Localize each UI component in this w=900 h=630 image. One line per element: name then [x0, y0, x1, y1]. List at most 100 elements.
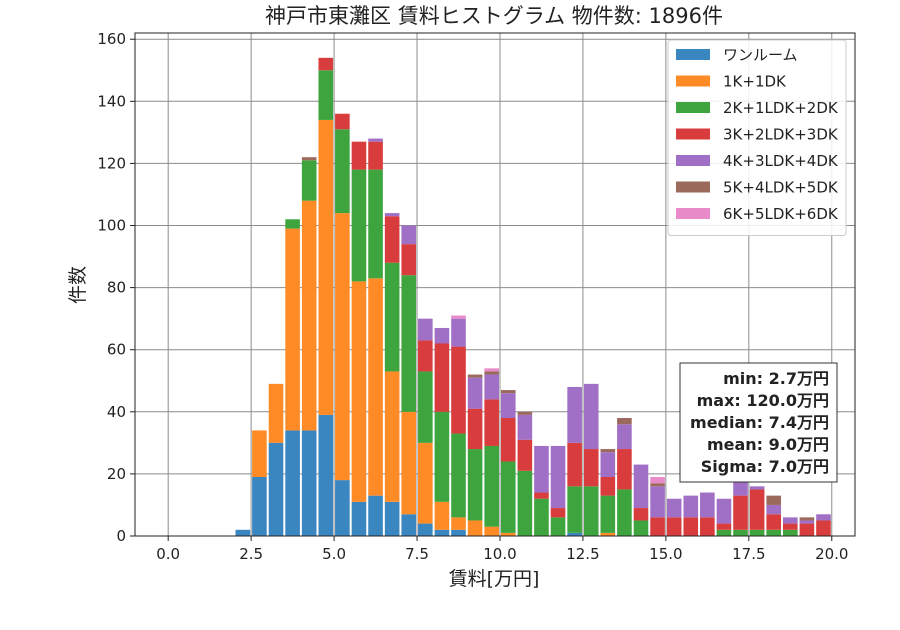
x-axis-label: 賃料[万円]: [449, 568, 540, 590]
bar-s0-b12: [434, 529, 450, 536]
bar-s2-b24: [633, 520, 649, 536]
bar-s0-b1: [252, 477, 267, 536]
bar-s2-b6: [335, 129, 350, 214]
bar-s1-b8: [368, 278, 383, 496]
legend-swatch-6: [676, 208, 710, 219]
bar-s4-b12: [434, 327, 450, 344]
bar-s4-b18: [534, 445, 549, 493]
bar-s2-b33: [783, 529, 798, 536]
bar-s1-b9: [384, 371, 400, 502]
x-tick-label-2: 5.0: [322, 545, 346, 563]
bar-s1-b11: [418, 442, 433, 524]
bar-s4-b11: [418, 318, 433, 341]
bar-s2-b29: [716, 529, 732, 536]
legend-swatch-4: [676, 155, 710, 166]
x-tick-label-1: 2.5: [239, 545, 263, 563]
legend-label-1: 1K+1DK: [723, 73, 787, 91]
bar-s2-b9: [384, 262, 400, 372]
bar-s3-b27: [683, 517, 699, 536]
legend-label-4: 4K+3LDK+4DK: [723, 152, 839, 170]
axis-ticks: 0.0 2.5 5.0 7.5 10.0 12.5 15.0 17.5 20.0 0 20 40 60 8…: [97, 30, 848, 563]
bar-s0-b13: [451, 529, 466, 536]
y-tick-label-2: 40: [107, 403, 126, 421]
bar-s2-b23: [617, 489, 632, 536]
bar-s3-b17: [517, 439, 533, 471]
bar-s4-b33: [783, 517, 798, 524]
bar-s4-b17: [517, 414, 533, 440]
x-tick-label-0: 0.0: [156, 545, 180, 563]
bar-s4-b14: [467, 377, 483, 409]
bar-s0-b11: [418, 523, 433, 536]
bar-s2-b7: [351, 169, 367, 282]
bar-s1-b7: [351, 281, 367, 502]
bar-s0-b9: [384, 501, 400, 536]
bar-s3-b30: [733, 495, 748, 530]
bar-s1-b3: [285, 228, 300, 431]
bar-s4-b25: [650, 486, 665, 518]
bar-s3-b21: [583, 449, 599, 487]
bar-s5-b25: [650, 483, 665, 487]
bar-s3-b20: [567, 442, 582, 487]
bar-s2-b11: [418, 371, 433, 443]
stats-min: min: 2.7万円: [723, 369, 829, 388]
bar-s4-b34: [799, 520, 815, 524]
bar-s4-b24: [633, 464, 649, 509]
bar-s1-b5: [318, 119, 334, 415]
bar-s3-b5: [318, 57, 334, 71]
bar-s2-b5: [318, 70, 334, 120]
bar-s3-b10: [401, 244, 417, 276]
bar-s2-b18: [534, 498, 549, 536]
bar-s2-b17: [517, 470, 533, 536]
bar-s4-b16: [500, 393, 516, 419]
legend: ワンルーム 1K+1DK 2K+1LDK+2DK 3K+2LDK+3DK 4K+3LDK…: [667, 39, 847, 236]
bar-s4-b27: [683, 495, 699, 518]
bar-s3-b8: [368, 141, 383, 170]
bar-s5-b17: [517, 411, 533, 415]
bar-s2-b19: [550, 517, 566, 536]
bar-s5-b32: [766, 495, 782, 505]
bar-s0-b5: [318, 414, 334, 536]
bar-s0-b6: [335, 480, 350, 536]
plot-frame: [134, 32, 856, 537]
bar-s1-b6: [335, 213, 350, 481]
x-tick-label-8: 20.0: [815, 545, 848, 563]
legend-swatch-3: [676, 128, 710, 140]
bar-s1-b13: [451, 517, 466, 530]
bar-s3-b22: [600, 477, 616, 496]
bar-s3-b24: [633, 508, 649, 521]
bar-s3-b16: [500, 418, 516, 462]
x-tick-label-4: 10.0: [483, 545, 516, 563]
bar-s3-b23: [617, 449, 632, 490]
bar-s0-b3: [285, 430, 300, 536]
bar-s2-b31: [749, 529, 765, 536]
stats-sigma: Sigma: 7.0万円: [701, 457, 829, 476]
legend-swatch-2: [676, 102, 710, 113]
bar-s2-b21: [583, 486, 599, 536]
bar-s6-b13: [451, 315, 466, 319]
bar-s2-b20: [567, 486, 582, 533]
bar-s0-b20: [567, 532, 582, 536]
y-tick-label-0: 0: [116, 527, 126, 545]
bar-s0-b4: [301, 430, 317, 536]
bar-s3-b9: [384, 216, 400, 263]
bar-s1-b4: [301, 200, 317, 431]
y-tick-label-6: 120: [97, 154, 126, 172]
y-tick-label-8: 160: [97, 30, 126, 48]
y-tick-label-3: 60: [107, 341, 126, 359]
bar-s1-b15: [484, 526, 499, 536]
bar-s1-b1: [252, 430, 267, 478]
bar-s4-b15: [484, 374, 499, 400]
bar-s2-b8: [368, 169, 383, 279]
bar-s4-b13: [451, 318, 466, 347]
bar-s2-b3: [285, 219, 300, 229]
bar-s2-b22: [600, 495, 616, 533]
bar-s3-b15: [484, 399, 499, 446]
bar-s0-b7: [351, 501, 367, 536]
bar-s3-b31: [749, 489, 765, 530]
stats-box-frame: [679, 362, 838, 483]
bar-s6-b25: [650, 477, 665, 484]
bar-s3-b34: [799, 523, 815, 536]
bar-s1-b10: [401, 411, 417, 515]
bar-s0-b2: [268, 442, 284, 536]
